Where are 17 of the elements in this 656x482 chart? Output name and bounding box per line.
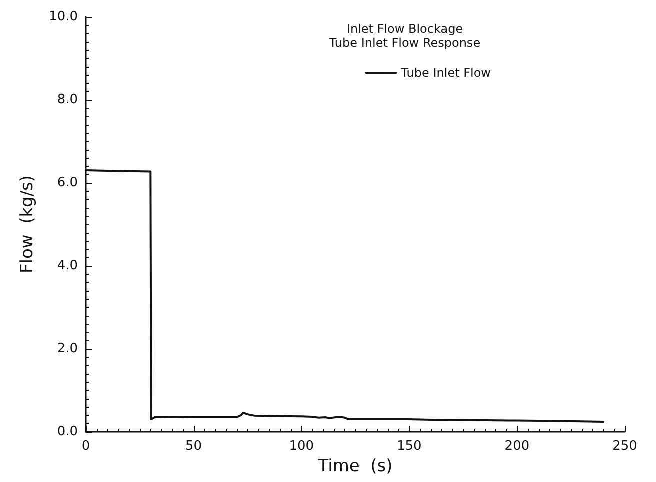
y-tick-label: 2.0 bbox=[57, 342, 78, 356]
x-tick-label: 50 bbox=[186, 439, 202, 454]
x-tick-label: 100 bbox=[289, 439, 314, 454]
x-tick-label: 250 bbox=[612, 439, 638, 454]
y-tick-label: 10.0 bbox=[49, 10, 78, 24]
x-tick-label: 150 bbox=[396, 439, 422, 454]
y-axis-title: Flow (kg/s) bbox=[18, 175, 38, 274]
legend-label: Tube Inlet Flow bbox=[400, 66, 492, 80]
y-tick-label: 8.0 bbox=[57, 92, 78, 108]
y-tick-label: 0.0 bbox=[57, 424, 78, 440]
y-tick-label: 6.0 bbox=[57, 176, 78, 190]
y-tick-label: 4.0 bbox=[57, 258, 78, 274]
x-tick-label: 200 bbox=[504, 439, 530, 454]
x-axis-title: Time (s) bbox=[317, 456, 393, 476]
text: Tube Inlet Flow Response bbox=[328, 36, 481, 50]
chart-title: Inlet Flow Blockage bbox=[346, 22, 464, 36]
x-tick-label: 0 bbox=[82, 439, 90, 454]
